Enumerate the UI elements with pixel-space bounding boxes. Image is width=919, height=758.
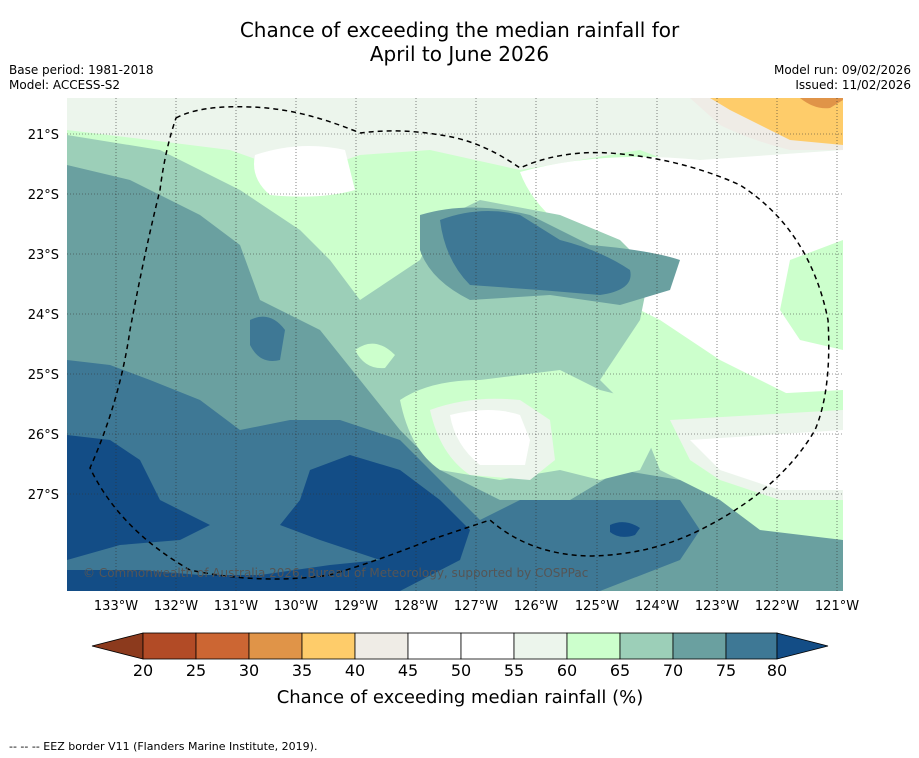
lon-labels: 133°W 132°W 131°W 130°W 129°W 128°W 127°… [94,599,859,614]
lon-label-124w: 124°W [635,599,679,614]
region-45-55-east-south [690,430,843,490]
map-panel: © Commonwealth of Australia 2026, Bureau… [67,98,843,591]
colorbar-bin-40-45 [354,632,409,660]
region-45-55-north [254,146,355,197]
cb-tick-25: 25 [186,661,206,680]
footnote-eez: -- -- -- EEZ border V11 (Flanders Marine… [9,740,318,753]
region-75-80-central [440,211,631,295]
lat-label-24s: 24°S [28,308,59,323]
meta-left: Base period: 1981-2018 Model: ACCESS-S2 [9,63,154,93]
title-line-1: Chance of exceeding the median rainfall … [239,18,680,42]
lon-label-126w: 126°W [514,599,558,614]
cb-tick-75: 75 [716,661,736,680]
lon-label-129w: 129°W [334,599,378,614]
lat-label-25s: 25°S [28,368,59,383]
lon-label-132w: 132°W [154,599,198,614]
lon-label-122w: 122°W [755,599,799,614]
lon-label-125w: 125°W [575,599,619,614]
cb-tick-40: 40 [345,661,365,680]
colorbar-title: Chance of exceeding median rainfall (%) [277,687,644,708]
colorbar-bin-50-55 [460,632,515,660]
lat-labels: 21°S 22°S 23°S 24°S 25°S 26°S 27°S [28,128,59,503]
region-80plus-east [610,522,640,537]
colorbar-bin-70-75 [672,632,727,660]
lon-label-130w: 130°W [274,599,318,614]
lat-label-26s: 26°S [28,428,59,443]
colorbar-bin-55-60 [513,632,568,660]
colorbar-bin-65-70 [619,632,674,660]
lon-label-127w: 127°W [454,599,498,614]
colorbar-bin-25-30 [195,632,250,660]
model-name: Model: ACCESS-S2 [9,78,121,92]
colorbar-arrow-low [91,632,144,660]
colorbar-bin-45-50 [407,632,462,660]
map-title: Chance of exceeding the median rainfall … [0,18,919,66]
lon-label-133w: 133°W [94,599,138,614]
cb-tick-35: 35 [292,661,312,680]
base-period: Base period: 1981-2018 [9,63,154,77]
region-60-65-small [355,343,395,369]
model-run: Model run: 09/02/2026 [773,63,911,77]
cb-tick-20: 20 [133,661,153,680]
lat-label-27s: 27°S [28,488,59,503]
eez-border [89,105,830,580]
cb-tick-70: 70 [663,661,683,680]
colorbar-arrow-high [776,632,829,660]
colorbar-bin-30-35 [248,632,303,660]
colorbar [91,632,829,660]
colorbar-bin-20-25 [142,632,197,660]
region-30-35-northeast [800,98,843,109]
region-75-80-small [250,316,285,361]
lat-label-21s: 21°S [28,128,59,143]
lon-label-128w: 128°W [394,599,438,614]
colorbar-tick-labels: 20 25 30 35 40 45 50 55 60 65 70 75 80 [133,661,787,680]
region-45-55-central [450,410,530,465]
lat-label-23s: 23°S [28,248,59,263]
title-line-2: April to June 2026 [369,42,550,66]
lon-label-121w: 121°W [815,599,859,614]
cb-tick-65: 65 [610,661,630,680]
cb-tick-80: 80 [767,661,787,680]
colorbar-bin-60-65 [566,632,621,660]
grid-lines [67,98,843,591]
meta-right: Model run: 09/02/2026 Issued: 11/02/2026 [774,63,911,93]
issued-date: Issued: 11/02/2026 [795,78,911,92]
region-35-40-northeast [710,98,843,145]
cb-tick-45: 45 [398,661,418,680]
colorbar-bin-75-80 [725,632,778,660]
cb-tick-30: 30 [239,661,259,680]
colorbar-bin-35-40 [301,632,356,660]
cb-tick-60: 60 [557,661,577,680]
cb-tick-50: 50 [451,661,471,680]
region-45-55-east [520,150,843,400]
copyright-text: © Commonwealth of Australia 2026, Bureau… [83,566,588,580]
lon-label-131w: 131°W [214,599,258,614]
cb-tick-55: 55 [504,661,524,680]
lon-label-123w: 123°W [695,599,739,614]
region-80plus-southwest [67,435,470,591]
lat-label-22s: 22°S [28,188,59,203]
